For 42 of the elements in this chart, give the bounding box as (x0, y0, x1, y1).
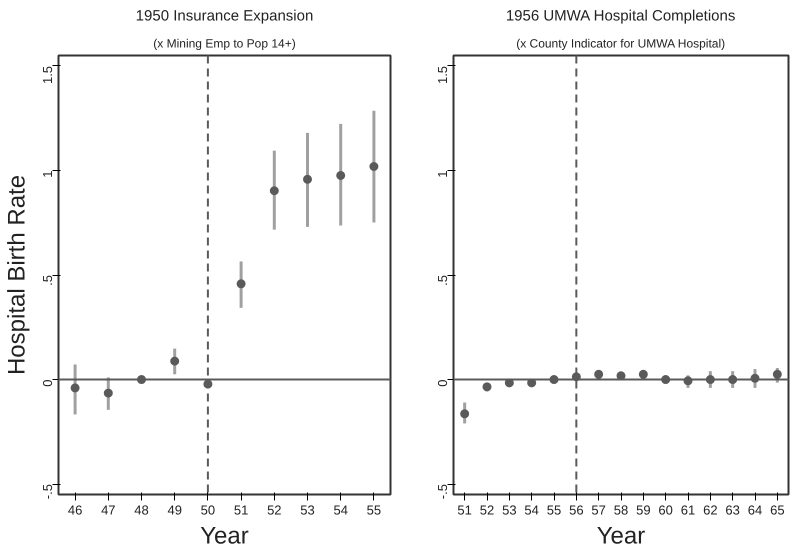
x-tick-label: 51 (234, 502, 248, 518)
x-tick-label: 52 (267, 502, 282, 518)
x-tick-label: 55 (546, 502, 562, 518)
x-tick-label: 60 (658, 502, 673, 518)
x-tick-label: 46 (68, 502, 82, 518)
chart-subtitle: (x County Indicator for UMWA Hospital) (516, 36, 726, 50)
chart-title: 1956 UMWA Hospital Completions (506, 8, 736, 24)
chart-title: 1950 Insurance Expansion (136, 8, 314, 24)
x-tick-label: 59 (636, 502, 651, 518)
x-tick-label: 65 (770, 502, 785, 518)
x-tick-label: 53 (300, 502, 315, 518)
x-tick-label: 54 (333, 502, 348, 518)
x-tick-label: 64 (748, 502, 762, 518)
y-tick-label: 0 (435, 380, 450, 387)
x-tick-label: 51 (457, 502, 472, 518)
chart-subtitle: (x Mining Emp to Pop 14+) (153, 36, 296, 50)
y-tick-label: -.5 (40, 484, 55, 500)
y-tick-label: .5 (40, 275, 55, 286)
y-tick-label: 1.5 (435, 66, 450, 84)
x-axis-title: Year (596, 522, 646, 550)
x-tick-label: 56 (569, 502, 584, 518)
x-tick-label: 55 (366, 502, 382, 518)
y-tick-label: 1 (435, 170, 450, 178)
x-tick-label: 52 (480, 502, 494, 518)
y-tick-label: 0 (40, 380, 55, 387)
x-tick-label: 62 (703, 502, 718, 518)
x-tick-label: 58 (614, 502, 628, 518)
y-tick-label: 1 (40, 170, 55, 178)
y-tick-label: -.5 (435, 484, 450, 500)
y-tick-label: .5 (435, 275, 450, 286)
x-tick-label: 47 (101, 502, 116, 518)
x-axis-title: Year (200, 522, 249, 550)
x-tick-label: 53 (502, 502, 517, 518)
x-tick-label: 63 (725, 502, 740, 518)
x-tick-label: 54 (524, 502, 539, 518)
x-tick-label: 49 (167, 502, 182, 518)
y-tick-label: 1.5 (40, 66, 55, 84)
x-tick-label: 57 (591, 502, 606, 518)
y-axis-title: Hospital Birth Rate (4, 174, 30, 376)
x-tick-label: 61 (680, 502, 696, 518)
x-tick-label: 50 (200, 502, 216, 518)
x-tick-label: 48 (134, 502, 149, 518)
